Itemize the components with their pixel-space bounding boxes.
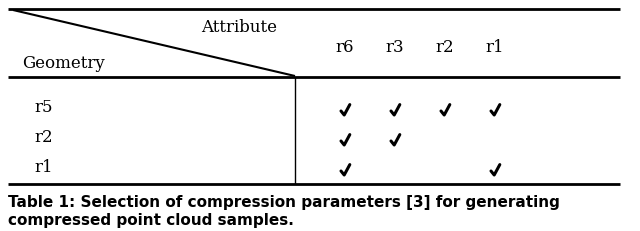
Text: r6: r6 bbox=[336, 39, 355, 56]
Text: Geometry: Geometry bbox=[22, 55, 105, 72]
Text: r2: r2 bbox=[34, 129, 52, 146]
Text: compressed point cloud samples.: compressed point cloud samples. bbox=[8, 212, 294, 227]
Text: r5: r5 bbox=[34, 99, 52, 116]
Text: r3: r3 bbox=[386, 39, 404, 56]
Text: Table 1: Selection of compression parameters [3] for generating: Table 1: Selection of compression parame… bbox=[8, 194, 560, 209]
Text: r1: r1 bbox=[34, 159, 52, 176]
Text: r1: r1 bbox=[486, 39, 504, 56]
Text: r2: r2 bbox=[436, 39, 454, 56]
Text: Attribute: Attribute bbox=[201, 19, 277, 36]
